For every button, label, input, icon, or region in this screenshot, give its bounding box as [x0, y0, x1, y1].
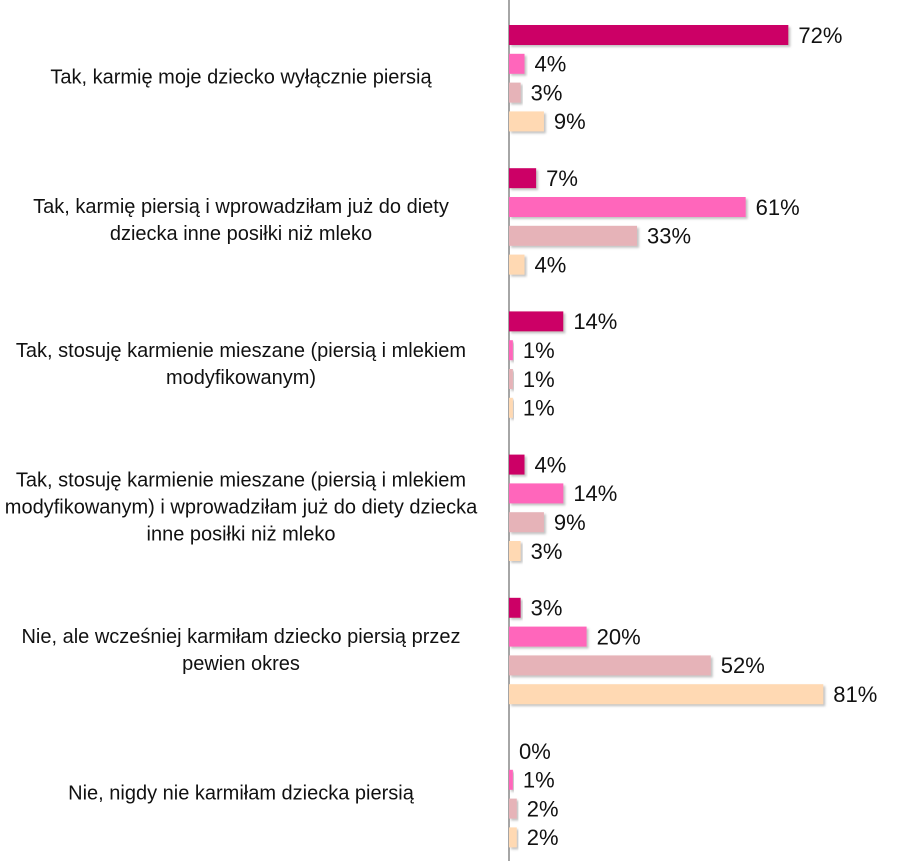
value-label: 3% [531, 539, 563, 564]
value-label: 9% [554, 510, 586, 535]
value-label: 14% [573, 309, 617, 334]
value-label: 0% [519, 739, 551, 764]
bar [509, 311, 563, 331]
bar [509, 398, 513, 418]
category-label: Tak, stosuję karmienie mieszane (piersią… [0, 467, 482, 548]
chart: 72%4%3%9%7%61%33%4%14%1%1%1%4%14%9%3%3%2… [0, 0, 901, 861]
value-label: 4% [535, 452, 567, 477]
value-label: 1% [523, 338, 555, 363]
value-label: 81% [833, 682, 877, 707]
value-label: 2% [527, 796, 559, 821]
bar [509, 770, 513, 790]
bar [509, 512, 544, 532]
bar [509, 168, 536, 188]
value-label: 72% [798, 23, 842, 48]
category-label: Nie, ale wcześniej karmiłam dziecko pier… [0, 624, 482, 678]
value-label: 3% [531, 80, 563, 105]
bar [509, 197, 746, 217]
bar [509, 111, 544, 131]
value-label: 7% [546, 166, 578, 191]
value-label: 2% [527, 825, 559, 850]
category-label: Nie, nigdy nie karmiłam dziecka piersią [0, 781, 482, 808]
value-label: 1% [523, 396, 555, 421]
category-label: Tak, karmię piersią i wprowadziłam już d… [0, 194, 482, 248]
bar [509, 83, 521, 103]
bar [509, 541, 521, 561]
bar [509, 369, 513, 389]
category-label: Tak, karmię moje dziecko wyłącznie piers… [0, 65, 482, 92]
plot: 72%4%3%9%7%61%33%4%14%1%1%1%4%14%9%3%3%2… [0, 0, 901, 861]
value-label: 20% [597, 624, 641, 649]
bar [509, 684, 823, 704]
bar [509, 255, 525, 275]
bar [509, 627, 587, 647]
value-label: 4% [535, 52, 567, 77]
bar [509, 827, 517, 847]
value-label: 33% [647, 224, 691, 249]
value-label: 3% [531, 596, 563, 621]
bar [509, 455, 525, 475]
bar [509, 483, 563, 503]
value-label: 1% [523, 367, 555, 392]
value-label: 9% [554, 109, 586, 134]
value-label: 1% [523, 768, 555, 793]
bar [509, 799, 517, 819]
value-label: 52% [721, 653, 765, 678]
bar [509, 54, 525, 74]
value-label: 4% [535, 252, 567, 277]
bar [509, 340, 513, 360]
bar [509, 598, 521, 618]
value-label: 14% [573, 481, 617, 506]
bar [509, 226, 637, 246]
bar [509, 25, 788, 45]
bar [509, 655, 711, 675]
value-label: 61% [756, 195, 800, 220]
category-label: Tak, stosuję karmienie mieszane (piersią… [0, 338, 482, 392]
